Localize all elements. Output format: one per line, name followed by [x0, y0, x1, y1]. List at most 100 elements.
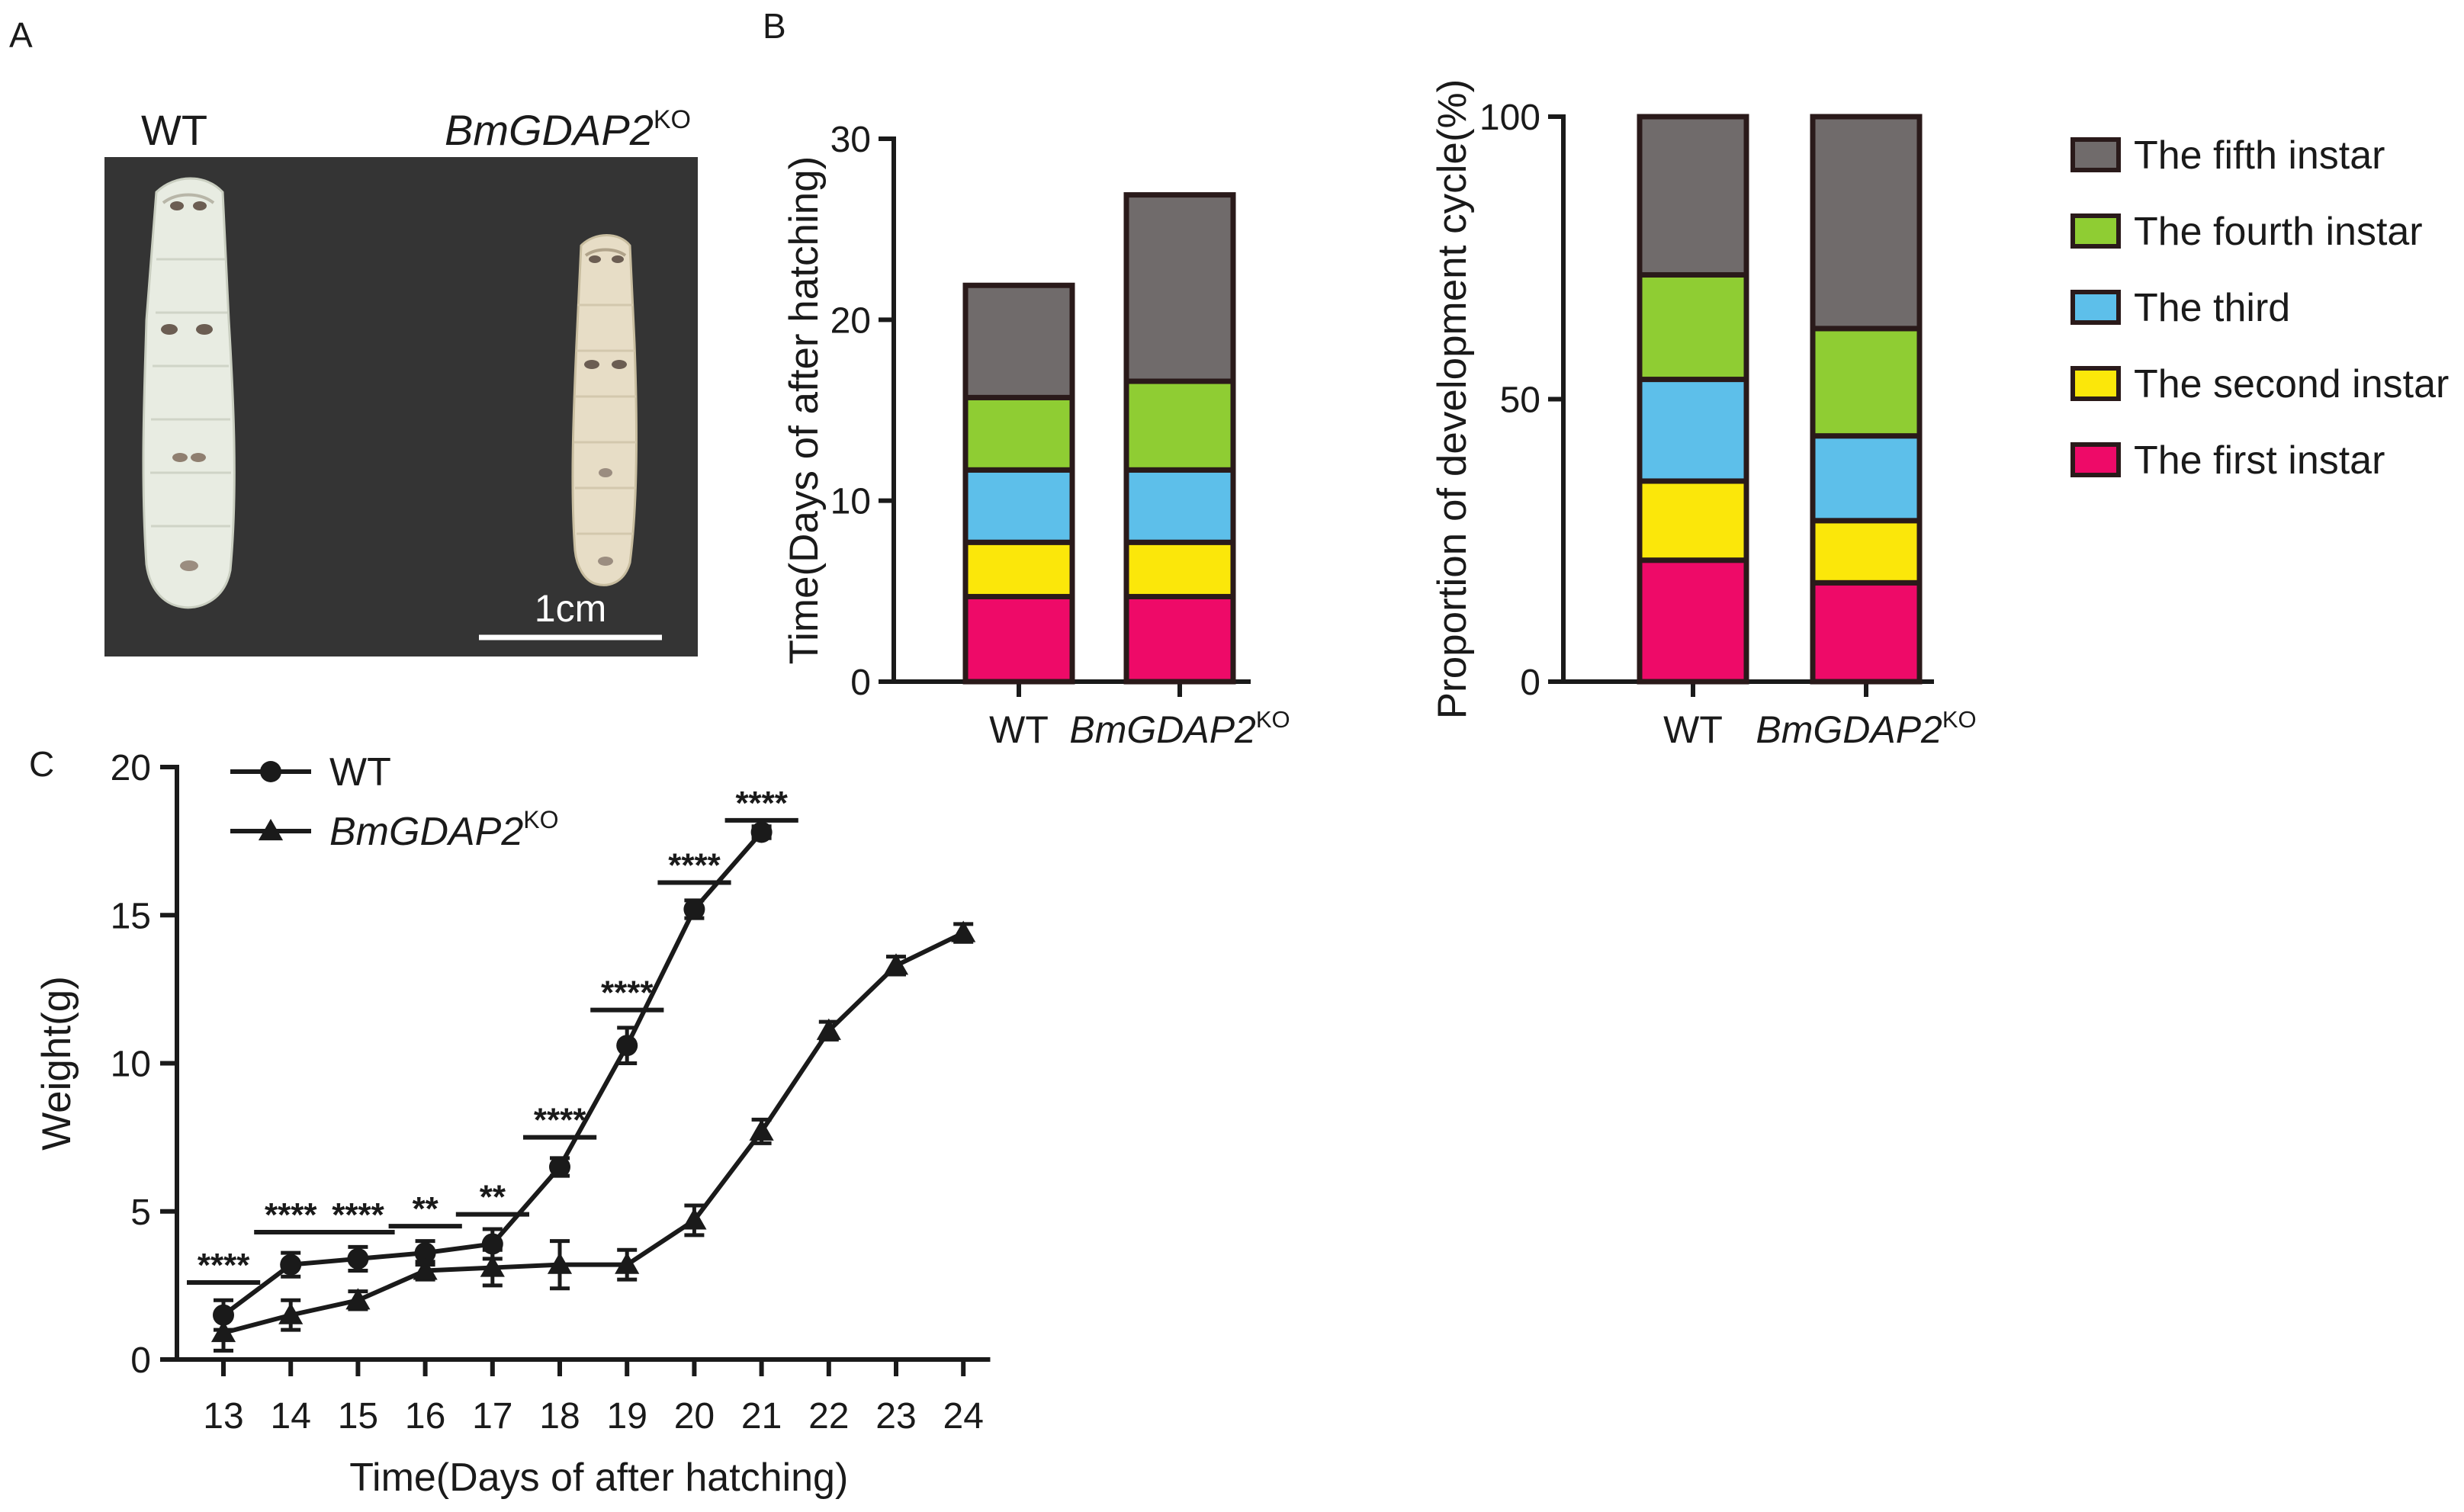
x-tick-label: 14 [271, 1396, 311, 1437]
series [210, 920, 976, 1353]
panel-label-c: C [29, 744, 54, 784]
significance-marker: **** [724, 785, 798, 823]
photo-label-wt: WT [141, 106, 207, 154]
chart-c-weight: 0 5 10 15 20 13 14 15 16 17 18 19 20 21 22 23 24 Time(Day… [34, 748, 991, 1500]
legend-item: BmGDAP2KO [230, 806, 559, 854]
significance-label: **** [735, 785, 788, 822]
x-tick-label: 21 [741, 1396, 782, 1437]
x-tick-label: 18 [539, 1396, 580, 1437]
legend-swatch [2070, 442, 2121, 477]
data-point [210, 1320, 236, 1343]
bar-segment [1637, 557, 1749, 685]
bar-segment [1810, 518, 1923, 586]
data-point [258, 818, 284, 841]
significance-marker: **** [590, 974, 664, 1013]
significance-label: **** [601, 974, 654, 1012]
significance-marker: **** [321, 1196, 395, 1234]
y-tick-label: 30 [830, 120, 871, 160]
legend-label: The first instar [2134, 438, 2385, 483]
y-axis-title: Time(Days of after hatching) [782, 156, 827, 665]
significance-label: ** [480, 1179, 506, 1216]
bar-segment [1810, 114, 1923, 332]
significance-marker: ** [455, 1179, 529, 1217]
significance-marker: **** [254, 1196, 328, 1234]
data-point [347, 1247, 369, 1270]
bar-segment [962, 282, 1075, 400]
y-tick-label: 0 [1520, 663, 1540, 703]
legend-label: The second instar [2134, 362, 2449, 406]
significance-label: **** [534, 1102, 586, 1139]
data-point [547, 1252, 573, 1274]
bar-segment [1810, 326, 1923, 439]
legend-label: The third [2134, 286, 2290, 330]
photo-label-ko: BmGDAP2KO [445, 105, 691, 154]
significance-marker: ** [388, 1190, 462, 1229]
x-axis-title: Time(Days of after hatching) [349, 1456, 848, 1500]
y-tick-label: 100 [1479, 98, 1540, 138]
bar-segment [1637, 478, 1749, 563]
significance-marker: **** [657, 847, 731, 885]
legend-item: The first instar [2070, 438, 2385, 483]
x-tick-label: 22 [808, 1396, 849, 1437]
data-point [951, 920, 976, 942]
x-tick-label: BmGDAP2KO [1069, 706, 1290, 751]
data-point [413, 1258, 438, 1280]
legend-label: The fifth instar [2134, 133, 2385, 178]
legend-item: The fifth instar [2070, 133, 2385, 178]
data-point [750, 821, 773, 843]
bar-segment [1637, 271, 1749, 383]
scale-bar-label: 1cm [535, 587, 606, 630]
legend-item: The fourth instar [2070, 210, 2423, 254]
x-tick-label: 15 [338, 1396, 378, 1437]
x-tick-label: BmGDAP2KO [1756, 706, 1976, 751]
bar-segment [962, 539, 1075, 599]
bar-segment [1810, 433, 1923, 524]
data-point [260, 761, 281, 782]
x-tick-label: 13 [203, 1396, 243, 1437]
y-tick-label: 15 [111, 896, 151, 936]
data-point [816, 1018, 841, 1040]
data-point [682, 1208, 707, 1230]
x-tick-label: 16 [405, 1396, 445, 1437]
larva-wt [142, 177, 236, 609]
bar-segment [1123, 539, 1236, 599]
data-point [615, 1252, 640, 1274]
x-tick-label: WT [989, 708, 1049, 751]
bar-segment [1123, 378, 1236, 473]
significance-label: **** [265, 1196, 317, 1234]
y-tick-label: 50 [1500, 380, 1540, 421]
x-tick-label: 17 [472, 1396, 512, 1437]
bar-segment [962, 593, 1075, 685]
panel-label-b: B [763, 6, 786, 46]
legend-item: WT [230, 750, 391, 795]
significance-marker: **** [187, 1247, 261, 1285]
y-tick-label: 10 [830, 482, 871, 522]
x-tick-label: WT [1663, 708, 1723, 751]
line-legend: WT BmGDAP2KO [230, 750, 559, 854]
bar-segment [962, 394, 1075, 473]
significance-label: **** [668, 847, 721, 884]
legend-label: The fourth instar [2134, 210, 2423, 254]
larva-ko [571, 234, 638, 586]
legend-label: BmGDAP2KO [329, 806, 559, 854]
data-point [749, 1119, 774, 1141]
y-tick-label: 5 [130, 1193, 151, 1233]
series-line [223, 930, 965, 1335]
data-point [616, 1035, 638, 1057]
panel-a: WT BmGDAP2KO 1cm [104, 105, 698, 656]
bar-segment [1123, 192, 1236, 384]
x-tick-label: 24 [943, 1396, 984, 1437]
x-tick-label: 20 [674, 1396, 715, 1437]
data-point [480, 1255, 505, 1277]
legend-swatch [2070, 290, 2121, 325]
y-tick-label: 0 [850, 663, 871, 703]
panel-label-a: A [9, 15, 33, 55]
data-point [345, 1288, 371, 1310]
x-tick-label: 19 [607, 1396, 647, 1437]
data-point [414, 1242, 436, 1264]
data-point [883, 953, 909, 975]
legend-label: WT [329, 750, 391, 795]
legend-item: The third [2070, 286, 2290, 330]
